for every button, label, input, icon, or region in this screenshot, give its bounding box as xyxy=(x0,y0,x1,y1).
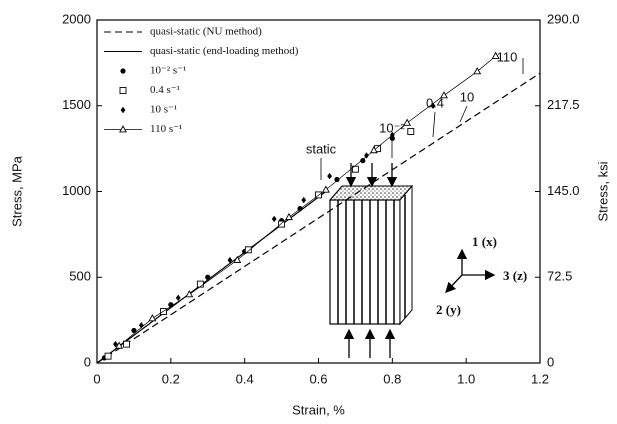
annotation: 0.4 xyxy=(426,95,444,110)
y2-tick-label: 290.0 xyxy=(547,11,580,26)
point xyxy=(407,128,415,135)
y-tick-label: 0 xyxy=(84,354,91,369)
annotation: 10⁻² xyxy=(379,120,405,135)
point xyxy=(131,327,137,334)
y2-axis-label: Stress, ksi xyxy=(595,161,610,221)
inset-label: 3 (z) xyxy=(503,268,527,283)
point xyxy=(148,314,157,322)
point xyxy=(205,274,211,280)
legend-label: 10⁻² s⁻¹ xyxy=(150,65,186,77)
point xyxy=(271,215,277,223)
point xyxy=(440,91,448,99)
legend-label: quasi-static (end-loading method) xyxy=(150,45,299,57)
y-tick-label: 1500 xyxy=(62,97,91,112)
x-tick-label: 0.4 xyxy=(236,371,254,386)
specimen-inset xyxy=(328,163,496,358)
y2-tick-label: 145.0 xyxy=(547,183,580,198)
legend-marker xyxy=(119,87,127,94)
point xyxy=(360,158,366,164)
inset-label: 1 (x) xyxy=(472,234,497,249)
annotation: static xyxy=(306,141,337,156)
point xyxy=(185,290,194,298)
legend-label: 110 s⁻¹ xyxy=(150,123,182,135)
annotation: 10 xyxy=(460,89,474,104)
x-tick-label: 0.2 xyxy=(162,371,180,386)
y2-tick-label: 217.5 xyxy=(547,97,580,112)
point xyxy=(168,302,174,308)
y2-tick-label: 72.5 xyxy=(547,269,572,284)
annotation: 110 xyxy=(497,49,518,64)
point xyxy=(227,256,233,264)
point xyxy=(244,246,252,254)
legend-marker xyxy=(120,68,126,74)
point xyxy=(351,165,359,173)
point xyxy=(113,340,118,348)
legend-marker xyxy=(120,106,126,114)
point xyxy=(175,294,181,302)
y2-tick-label: 0 xyxy=(547,354,554,369)
y-axis-label: Stress, MPa xyxy=(9,155,24,227)
legend-label: 10 s⁻¹ xyxy=(150,104,177,116)
legend-label: 0.4 s⁻¹ xyxy=(150,84,180,96)
legend-marker xyxy=(119,125,127,133)
point xyxy=(334,176,340,183)
series-line xyxy=(96,72,541,364)
point xyxy=(123,340,130,348)
legend-label: quasi-static (NU method) xyxy=(150,26,262,38)
point xyxy=(321,185,330,193)
point xyxy=(473,67,482,75)
x-tick-label: 1.0 xyxy=(457,371,475,386)
point xyxy=(403,118,412,126)
point xyxy=(301,196,307,204)
x-tick-label: 1.2 xyxy=(531,371,549,386)
point xyxy=(104,352,112,360)
point xyxy=(115,341,124,349)
y-tick-label: 500 xyxy=(69,269,91,284)
x-tick-label: 0 xyxy=(93,371,100,386)
x-axis-label: Strain, % xyxy=(292,402,345,417)
annotation-leader xyxy=(459,105,468,123)
x-tick-label: 0.8 xyxy=(383,371,401,386)
point xyxy=(491,51,500,59)
point xyxy=(285,212,293,221)
series-line xyxy=(96,191,327,364)
annotation-leader xyxy=(432,111,436,138)
point xyxy=(327,172,332,180)
point xyxy=(369,146,378,154)
y-tick-label: 1000 xyxy=(62,183,91,198)
inset-label: 2 (y) xyxy=(436,302,461,317)
point xyxy=(233,255,242,263)
y-tick-label: 2000 xyxy=(62,11,91,26)
point xyxy=(278,220,286,228)
x-tick-label: 0.6 xyxy=(309,371,327,386)
